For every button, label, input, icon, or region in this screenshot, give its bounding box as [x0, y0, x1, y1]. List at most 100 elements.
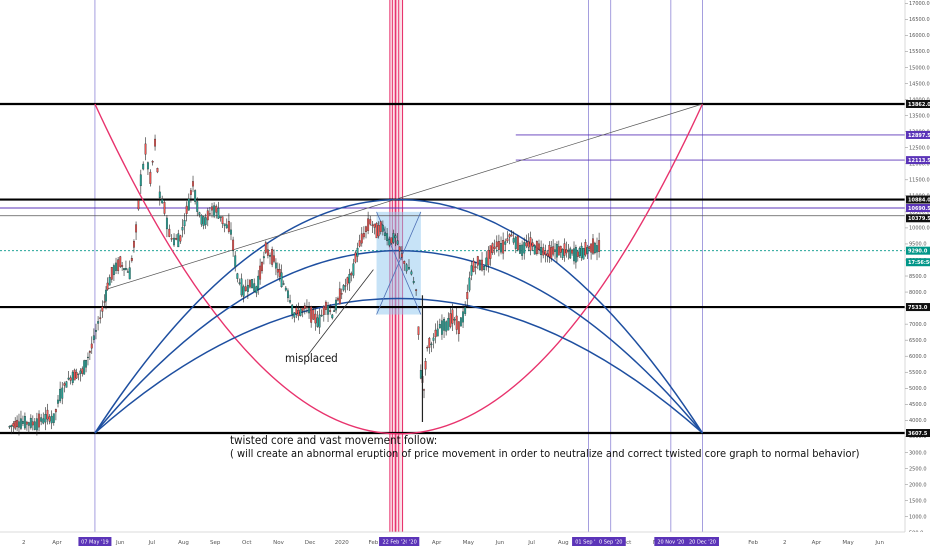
- price-badge-label: 7533.0: [908, 305, 928, 311]
- vertical-markers: [94, 0, 703, 532]
- candle-body-104: [225, 224, 228, 229]
- candle-body-138: [295, 307, 298, 315]
- y-tick-label: 4500.0: [909, 402, 927, 408]
- y-tick-label: 5000.0: [909, 386, 927, 392]
- x-tick-label: Feb: [369, 540, 379, 546]
- candle-body-73: [158, 191, 161, 199]
- candle-body-182: [386, 233, 389, 241]
- candle-body-51: [110, 267, 113, 280]
- candle-body-39: [87, 356, 89, 359]
- candle-body-86: [187, 198, 190, 211]
- candle-body-108: [234, 255, 237, 267]
- candle-body-190: [403, 261, 406, 264]
- date-badge-label: 20 Dec '20: [689, 540, 716, 546]
- candle-body-202: [428, 337, 431, 348]
- candle-body-210: [445, 321, 448, 332]
- candle-body-233: [493, 246, 496, 249]
- candle-body-257: [544, 250, 547, 255]
- y-tick-label: 7000.0: [909, 322, 927, 328]
- candle-body-85: [185, 205, 188, 214]
- y-tick-label: 6000.0: [909, 354, 927, 360]
- candle-body-58: [124, 268, 127, 270]
- candle-body-214: [453, 318, 456, 321]
- candle-body-140: [299, 308, 302, 316]
- candle-body-208: [441, 320, 443, 335]
- candle-body-181: [384, 232, 386, 237]
- price-badge-label: 12897.5: [908, 133, 931, 139]
- candle-body-285: [598, 240, 601, 252]
- candle-body-235: [497, 241, 500, 250]
- candle-body-92: [200, 215, 203, 225]
- candle-body-170: [360, 233, 363, 244]
- candle-body-42: [92, 335, 95, 340]
- candle-body-157: [335, 299, 338, 311]
- candle-body-256: [542, 247, 545, 256]
- candle-body-218: [462, 311, 464, 323]
- candle-body-136: [291, 304, 294, 315]
- date-badge-label: 22 Feb '20: [382, 540, 408, 546]
- date-badge-2: [406, 537, 420, 546]
- price-badge-6: [906, 246, 930, 255]
- candle-body-167: [354, 252, 357, 263]
- candle-body-55: [119, 256, 122, 267]
- candle-body-75: [163, 202, 166, 214]
- candle-body-34: [77, 373, 80, 375]
- candle-body-70: [151, 161, 154, 163]
- y-tick-label: 8500.0: [909, 274, 927, 280]
- candle-body-17: [42, 418, 45, 424]
- candle-body-118: [255, 286, 258, 294]
- note-line-2: ( will create an abnormal eruption of pr…: [230, 447, 860, 460]
- candle-body-31: [71, 371, 74, 383]
- date-badge-label: '20: [409, 540, 417, 546]
- candle-body-189: [400, 253, 403, 258]
- x-tick-label: Apr: [812, 540, 822, 546]
- x-tick-label: Apr: [432, 540, 442, 546]
- candle-body-265: [559, 245, 562, 253]
- candle-body-56: [121, 265, 124, 267]
- candle-body-149: [318, 314, 321, 328]
- x-tick-label: Jun: [115, 540, 125, 546]
- candle-body-61: [130, 258, 133, 261]
- candle-body-188: [398, 246, 401, 252]
- price-badge-4: [906, 204, 930, 213]
- date-badge-0: [78, 537, 112, 546]
- y-tick-label: 1000.0: [909, 514, 927, 520]
- candle-body-141: [301, 307, 304, 311]
- candle-body-27: [63, 383, 66, 386]
- candle-body-68: [146, 162, 149, 170]
- date-badge-label: 07 May '19: [81, 540, 109, 546]
- candle-body-8: [23, 416, 26, 429]
- candle-body-282: [592, 238, 594, 254]
- candle-body-230: [487, 249, 490, 266]
- candle-body-163: [346, 277, 349, 285]
- candle-body-242: [512, 238, 515, 243]
- price-badge-9: [906, 429, 930, 437]
- candle-body-5: [18, 421, 20, 428]
- candle-body-36: [81, 368, 84, 374]
- date-badge-label: 20 Nov '20: [657, 540, 684, 546]
- price-badge-3: [906, 195, 930, 204]
- candle-body-143: [305, 306, 308, 308]
- candle-body-13: [33, 421, 36, 430]
- candle-body-16: [40, 417, 43, 422]
- candle-body-281: [590, 243, 593, 253]
- candle-body-139: [297, 310, 300, 317]
- candle-body-244: [516, 235, 519, 251]
- candle-body-177: [375, 223, 378, 239]
- candle-body-155: [331, 314, 334, 319]
- candle-body-72: [156, 168, 159, 173]
- candle-body-1: [10, 425, 13, 427]
- candle-body-0: [8, 426, 11, 428]
- candle-body-156: [333, 310, 336, 312]
- price-series: [8, 134, 601, 436]
- candle-body-121: [261, 262, 263, 272]
- y-tick-label: 6500.0: [909, 338, 927, 344]
- candle-body-221: [468, 277, 471, 291]
- candle-body-4: [16, 419, 19, 428]
- x-tick-label: May: [463, 540, 475, 546]
- candle-body-69: [149, 171, 152, 184]
- y-tick-label: 5500.0: [909, 370, 927, 376]
- candle-body-193: [410, 271, 413, 275]
